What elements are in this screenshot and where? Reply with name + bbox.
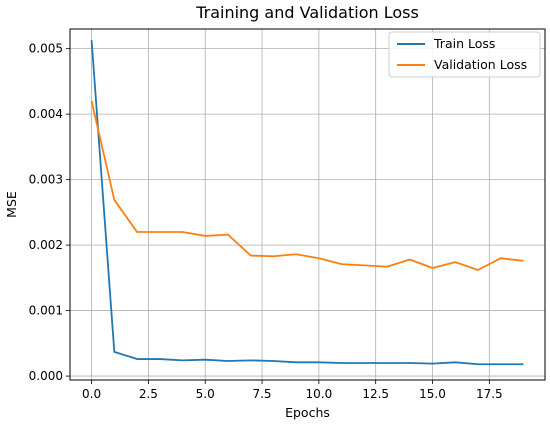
x-tick-label: 15.0: [419, 387, 446, 401]
y-axis-label: MSE: [4, 191, 19, 218]
y-tick-label: 0.004: [29, 107, 63, 121]
x-axis-ticks: 0.0 2.5 5.0 7.5 10.0 12.5 15.0 17.5: [82, 380, 503, 401]
x-tick-label: 2.5: [139, 387, 158, 401]
series-line-validation-loss: [90, 100, 524, 271]
legend-label-validation-loss: Validation Loss: [434, 57, 527, 72]
plot-frame: [69, 28, 546, 381]
chart-title: Training and Validation Loss: [195, 3, 419, 22]
x-tick-label: 12.5: [362, 387, 389, 401]
grid-lines: [70, 29, 545, 380]
x-tick-label: 10.0: [306, 387, 333, 401]
x-tick-label: 17.5: [476, 387, 503, 401]
legend-label-train-loss: Train Loss: [433, 36, 495, 51]
y-tick-label: 0.002: [29, 238, 63, 252]
x-tick-label: 0.0: [82, 387, 101, 401]
y-tick-label: 0.005: [29, 42, 63, 56]
y-tick-label: 0.003: [29, 173, 63, 187]
series-line-train-loss: [90, 40, 524, 366]
x-tick-label: 5.0: [196, 387, 215, 401]
x-axis-label: Epochs: [285, 405, 330, 420]
legend-box: [388, 31, 541, 78]
x-tick-label: 7.5: [252, 387, 271, 401]
y-axis-ticks: 0.000 0.001 0.002 0.003 0.004 0.005: [29, 42, 70, 383]
y-tick-label: 0.001: [29, 304, 63, 318]
y-tick-label: 0.000: [29, 369, 63, 383]
legend: Train Loss Validation Loss: [388, 31, 541, 78]
series-layer: [90, 40, 524, 366]
